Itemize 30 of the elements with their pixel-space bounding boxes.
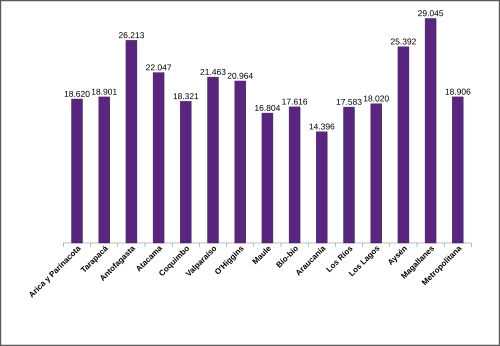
- bar: [452, 96, 464, 244]
- data-label: 18.620: [64, 90, 90, 97]
- bar: [71, 98, 83, 244]
- data-label: 25.392: [390, 38, 416, 44]
- data-label: 20.964: [228, 72, 253, 79]
- data-label: 18.901: [92, 88, 117, 95]
- bar: [288, 106, 300, 244]
- bar: [262, 112, 274, 244]
- data-label: 14.396: [310, 124, 334, 130]
- data-label: 17.616: [282, 98, 308, 105]
- bar: [207, 76, 219, 244]
- data-label: 18.020: [364, 96, 389, 102]
- bar: [234, 80, 246, 244]
- bar: [398, 46, 410, 244]
- data-label: 18.321: [174, 93, 198, 100]
- bar: [180, 101, 192, 244]
- data-label: 16.804: [255, 104, 280, 111]
- data-label: 22.047: [146, 64, 172, 70]
- data-label: 29.045: [418, 10, 444, 16]
- bar: [98, 96, 110, 244]
- data-label: 21.463: [200, 68, 226, 75]
- bar: [316, 132, 328, 244]
- bar: [126, 40, 138, 244]
- data-label: 26.213: [118, 32, 144, 38]
- bar: [343, 106, 355, 244]
- data-label: 18.906: [446, 88, 470, 95]
- bar: [370, 103, 382, 244]
- data-label: 17.583: [336, 98, 362, 105]
- bar: [424, 18, 436, 244]
- bar: [152, 72, 164, 244]
